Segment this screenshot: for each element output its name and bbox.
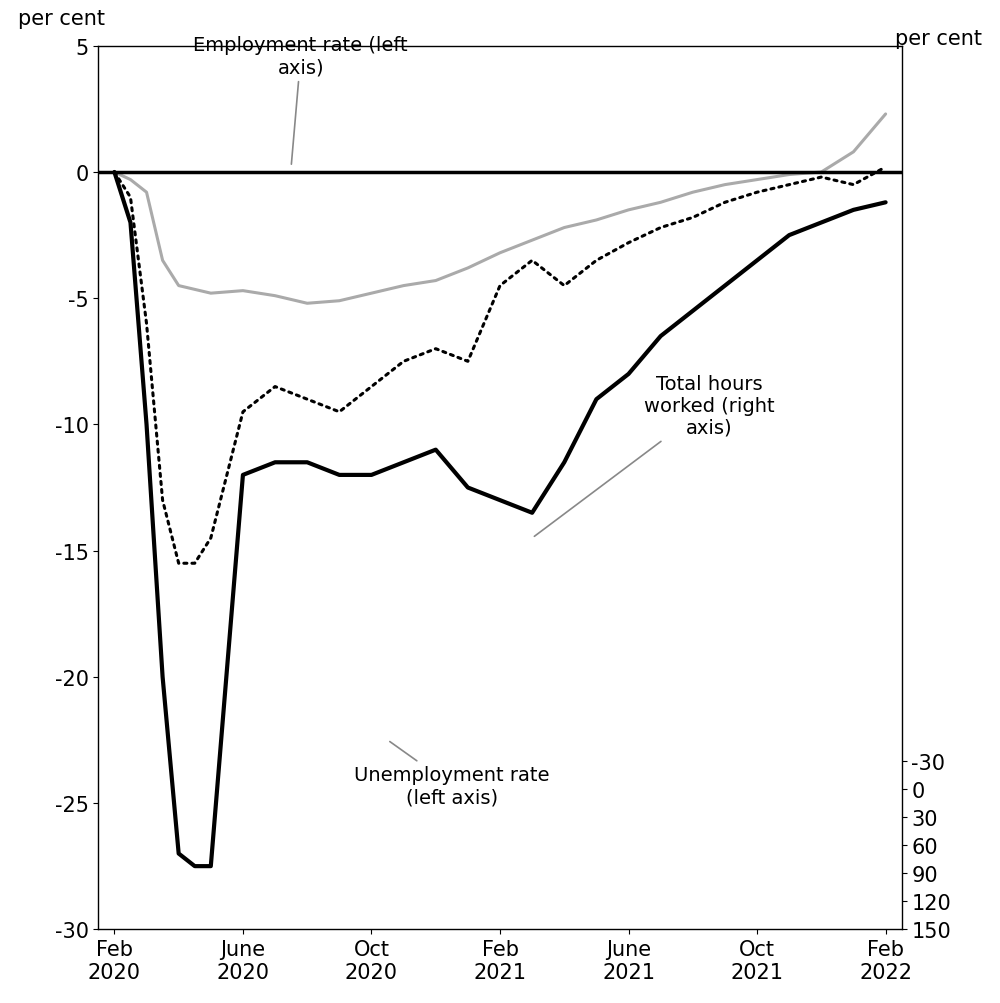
Y-axis label: per cent: per cent [895, 29, 982, 49]
Text: Unemployment rate
(left axis): Unemployment rate (left axis) [354, 742, 550, 806]
Text: Total hours
worked (right
axis): Total hours worked (right axis) [534, 374, 774, 537]
Y-axis label: per cent: per cent [18, 9, 105, 29]
Text: Employment rate (left
axis): Employment rate (left axis) [193, 36, 408, 165]
